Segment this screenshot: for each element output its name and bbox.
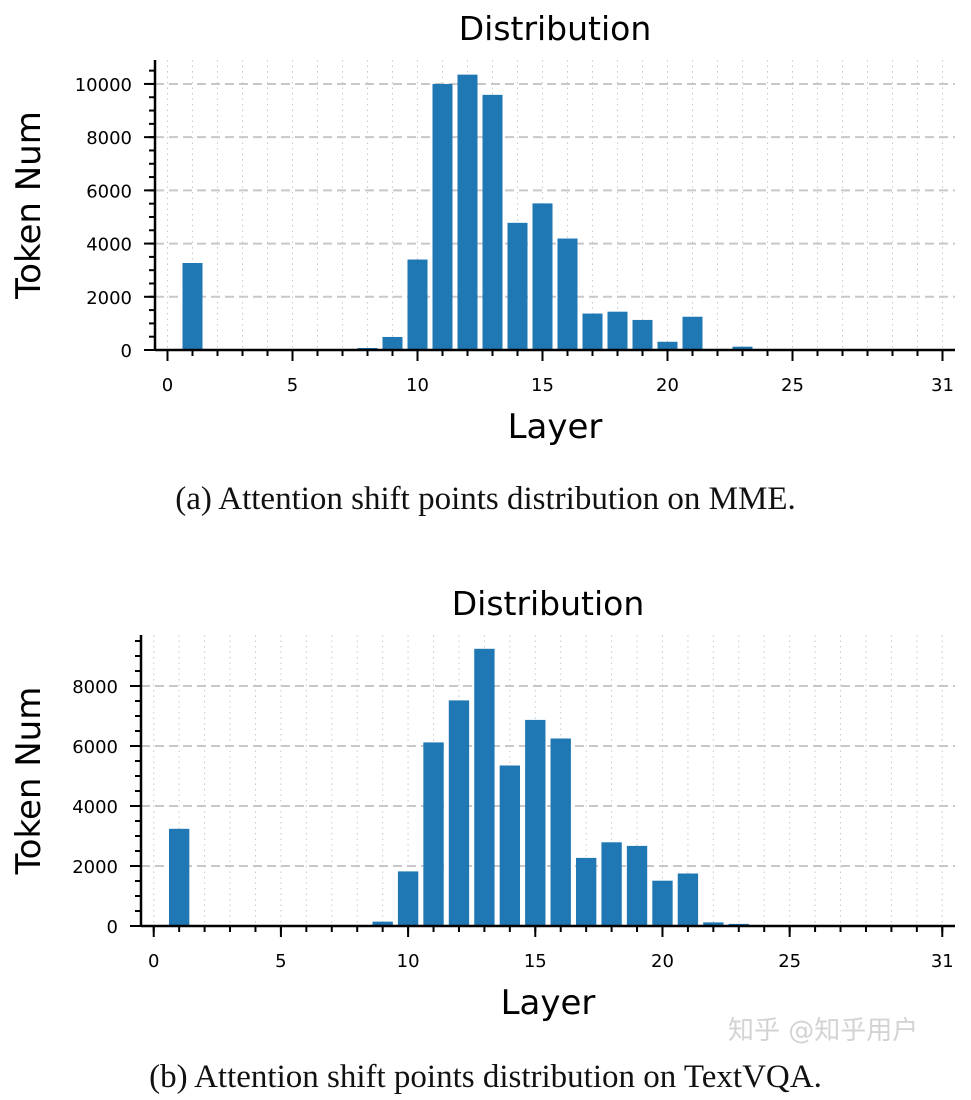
- bar-layer-16: [557, 238, 578, 350]
- bar-layer-12: [457, 74, 478, 350]
- y-tick-label: 2000: [72, 857, 118, 878]
- bar-layer-20: [652, 880, 673, 926]
- bar-layer-22: [703, 922, 724, 926]
- x-tick-label: 20: [651, 951, 674, 972]
- bar-layer-15: [532, 203, 553, 350]
- y-tick-label: 0: [107, 917, 118, 938]
- y-axis-label: Token Num: [9, 687, 49, 876]
- x-tick-label: 15: [524, 951, 547, 972]
- chart-mme: 0 5 10 15 20 25 31 0 2000 4000 6000 8000 10000 Distri…: [9, 9, 955, 447]
- x-tick-label: 5: [275, 951, 286, 972]
- x-tick-label: 31: [931, 951, 954, 972]
- x-axis-label: Layer: [508, 407, 603, 447]
- bar-layer-17: [582, 313, 603, 350]
- bar-layer-14: [499, 765, 521, 926]
- caption-mme: (a) Attention shift points distribution …: [175, 481, 796, 517]
- x-tick-label: 15: [531, 375, 554, 396]
- y-axis-label: Token Num: [9, 111, 49, 300]
- y-tick-label: 2000: [86, 288, 132, 309]
- y-tick-label: 8000: [72, 677, 118, 698]
- chart-title: Distribution: [459, 9, 652, 48]
- x-tick-label: 10: [406, 375, 429, 396]
- bar-layer-10: [407, 259, 428, 350]
- bar-layer-18: [607, 311, 628, 350]
- bar-layer-9: [382, 336, 403, 350]
- y-tick-label: 6000: [72, 737, 118, 758]
- chart-title: Distribution: [452, 584, 645, 623]
- y-tick-label: 8000: [86, 128, 132, 149]
- bar-layer-11: [432, 83, 453, 351]
- x-axis-label: Layer: [501, 983, 596, 1023]
- bar-layer-19: [626, 845, 648, 926]
- x-tick-label: 31: [931, 375, 954, 396]
- bar-layer-17: [575, 857, 597, 926]
- x-tick-label: 10: [397, 951, 420, 972]
- x-tick-label: 25: [781, 375, 804, 396]
- caption-textvqa: (b) Attention shift points distribution …: [149, 1059, 822, 1095]
- chart-textvqa: 0 5 10 15 20 25 31 0 2000 4000 6000 8000 Distributio…: [9, 584, 955, 1023]
- x-tick-label: 0: [148, 951, 159, 972]
- x-tick-label: 0: [162, 375, 173, 396]
- x-tick-label: 5: [287, 375, 298, 396]
- bar-layer-12: [448, 700, 470, 926]
- bar-layer-21: [677, 873, 699, 926]
- bar-layer-16: [550, 738, 571, 926]
- y-tick-label: 4000: [86, 235, 132, 256]
- bar-layer-19: [632, 319, 653, 350]
- watermark: 知乎 @知乎用户: [728, 1016, 919, 1046]
- bar-layer-10: [397, 871, 419, 926]
- bar-layer-21: [682, 316, 703, 350]
- x-tick-label: 20: [656, 375, 679, 396]
- bar-layer-9: [372, 921, 393, 926]
- y-tick-label: 6000: [86, 181, 132, 202]
- y-tick-label: 0: [121, 341, 132, 362]
- bar-layer-14: [507, 222, 528, 350]
- bar-layer-20: [657, 341, 678, 350]
- bar-layer-11: [423, 742, 444, 926]
- bar-layer-13: [474, 648, 495, 926]
- x-tick-label: 25: [778, 951, 801, 972]
- bar-layer-1: [168, 828, 190, 926]
- bar-layer-15: [525, 719, 546, 926]
- bar-layer-1: [182, 263, 203, 350]
- bar-layer-18: [601, 842, 622, 926]
- bar-layer-13: [482, 94, 503, 350]
- y-tick-label: 4000: [72, 797, 118, 818]
- y-tick-label: 10000: [75, 75, 132, 96]
- bar-layer-23: [732, 346, 753, 350]
